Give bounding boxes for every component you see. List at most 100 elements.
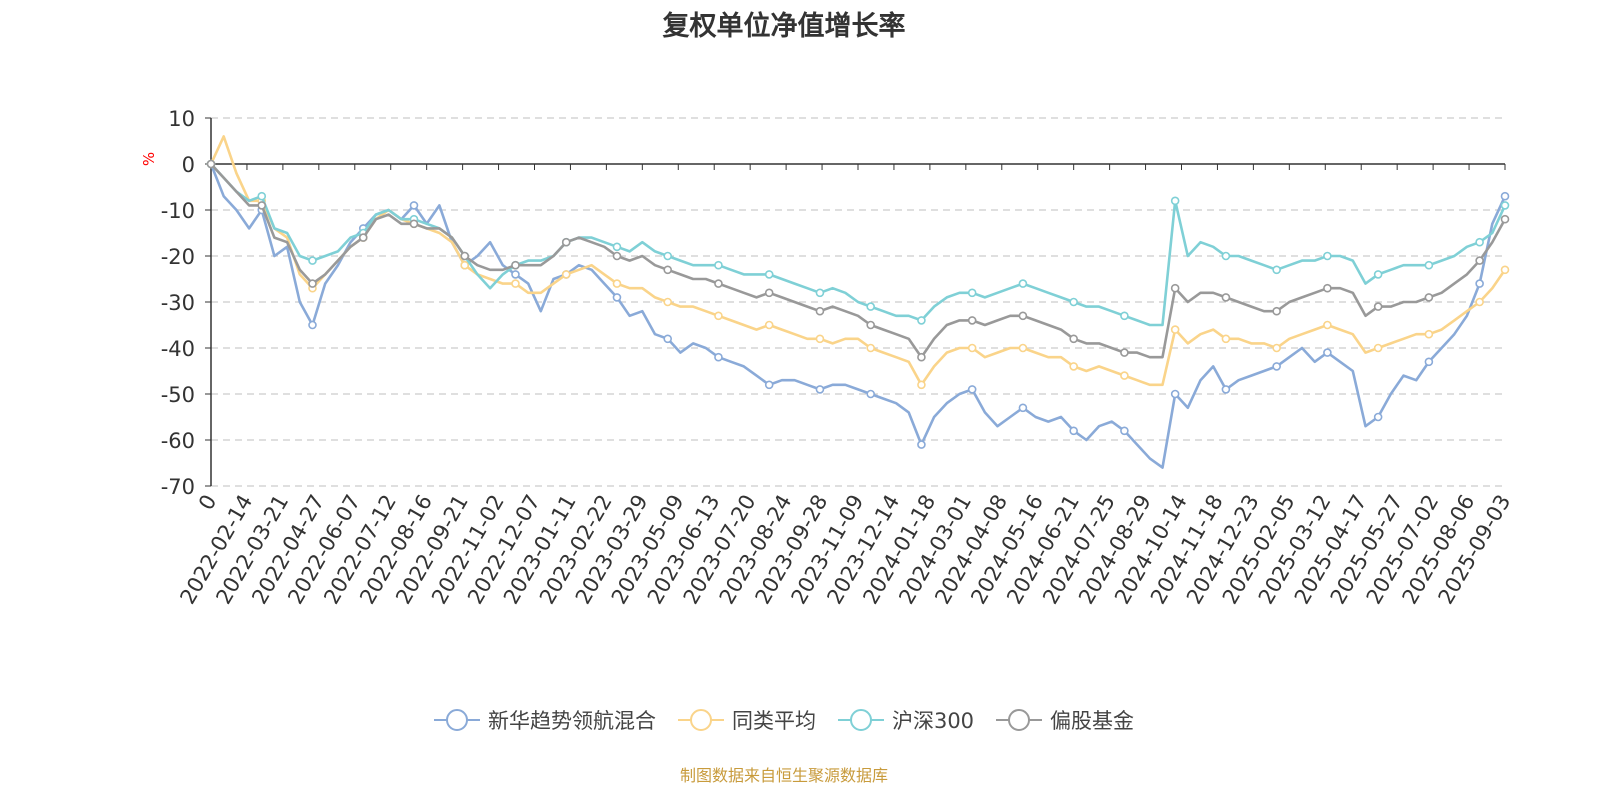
series-point: [866, 302, 875, 311]
series-point: [815, 306, 825, 316]
series-point: [1221, 334, 1231, 344]
y-tick-label: -20: [161, 245, 195, 269]
series-point: [714, 279, 723, 288]
series-point: [1475, 256, 1484, 265]
series-point: [1272, 306, 1281, 316]
series-point: [1500, 214, 1510, 224]
legend-swatch-icon: [433, 709, 480, 731]
legend: 新华趋势领航混合 同类平均 沪深300 偏股基金: [0, 705, 1568, 735]
series-point: [460, 251, 470, 261]
series-point: [764, 380, 774, 390]
series-point: [1120, 371, 1129, 380]
series-point: [917, 316, 926, 325]
legend-label: 沪深300: [891, 709, 975, 733]
legend-item[interactable]: 新华趋势领航混合: [433, 705, 656, 735]
series-point: [1475, 297, 1484, 307]
series-point: [308, 279, 317, 288]
series-point: [1069, 362, 1078, 371]
series-point: [1018, 403, 1028, 413]
y-tick-label: 10: [168, 107, 195, 131]
series-point: [257, 191, 267, 201]
legend-label: 同类平均: [731, 709, 816, 733]
series-point: [764, 270, 774, 279]
series-point: [1170, 283, 1180, 293]
series-point: [1272, 362, 1281, 371]
series-point: [1500, 191, 1510, 201]
series-point: [1221, 385, 1231, 394]
series-point: [663, 265, 673, 275]
y-tick-label: -40: [161, 337, 195, 361]
series-point: [1323, 320, 1332, 330]
chart-title: 复权单位净值增长率: [662, 11, 906, 42]
series-point: [764, 320, 774, 330]
y-tick-label: -50: [161, 383, 195, 407]
series-point: [917, 440, 926, 449]
series-point: [511, 279, 520, 288]
series-point: [1018, 343, 1028, 353]
series-point: [1018, 279, 1028, 288]
legend-label: 偏股基金: [1050, 709, 1135, 733]
legend-swatch-icon: [677, 709, 724, 731]
y-tick-label: -60: [161, 429, 195, 453]
series-point: [815, 385, 825, 394]
series-point: [764, 288, 774, 298]
series-point: [612, 251, 622, 261]
series-point: [714, 260, 723, 270]
series-point: [1120, 311, 1129, 321]
series-point: [714, 311, 723, 321]
series-point: [1221, 251, 1231, 261]
series-point: [1069, 297, 1078, 307]
series-point: [1170, 389, 1180, 399]
series-point: [1373, 412, 1383, 422]
series-point: [1500, 265, 1510, 275]
series-point: [1373, 302, 1383, 311]
series-point: [1424, 293, 1434, 302]
series-point: [409, 219, 419, 229]
series-point: [612, 293, 622, 302]
series-point: [1272, 343, 1281, 353]
series-point: [1221, 293, 1231, 302]
line-chart: 100-10-20-30-40-50-60-7002022-02-142022-…: [161, 107, 1516, 608]
legend-swatch-icon: [837, 709, 884, 731]
series-point: [917, 380, 926, 390]
series-point: [967, 316, 977, 325]
series-point: [1424, 260, 1434, 270]
series-point: [663, 334, 673, 344]
series-point: [815, 288, 825, 298]
series-point: [1323, 251, 1332, 261]
series-line: [210, 163, 1507, 359]
series-point: [967, 343, 977, 353]
legend-item[interactable]: 偏股基金: [996, 705, 1134, 735]
series-point: [663, 251, 673, 261]
series-point: [917, 352, 926, 362]
y-tick-label: -70: [161, 475, 195, 499]
series-point: [866, 389, 875, 399]
series-point: [1120, 426, 1129, 436]
series-point: [1500, 201, 1510, 210]
legend-item[interactable]: 沪深300: [837, 705, 975, 735]
series-point: [967, 288, 977, 298]
y-tick-label: -10: [161, 199, 195, 223]
series-point: [1272, 265, 1281, 275]
series-point: [460, 260, 470, 270]
y-tick-label: -30: [161, 291, 195, 315]
series-point: [663, 297, 673, 307]
series-point: [511, 270, 520, 279]
legend-label: 新华趋势领航混合: [487, 709, 656, 733]
series-point: [206, 159, 216, 169]
series-point: [866, 320, 875, 330]
series-point: [612, 279, 622, 288]
series-point: [1069, 426, 1078, 436]
series-point: [308, 320, 317, 330]
series-point: [1424, 329, 1434, 339]
series-point: [967, 385, 977, 394]
series-point: [1120, 348, 1129, 357]
series-point: [1170, 325, 1180, 334]
series-line: [210, 163, 1507, 327]
x-tick-label: 0: [194, 491, 221, 515]
legend-item[interactable]: 同类平均: [677, 705, 816, 735]
series-point: [1475, 237, 1484, 247]
series-point: [1373, 270, 1383, 279]
series-point: [714, 352, 723, 362]
series-point: [1373, 343, 1383, 353]
